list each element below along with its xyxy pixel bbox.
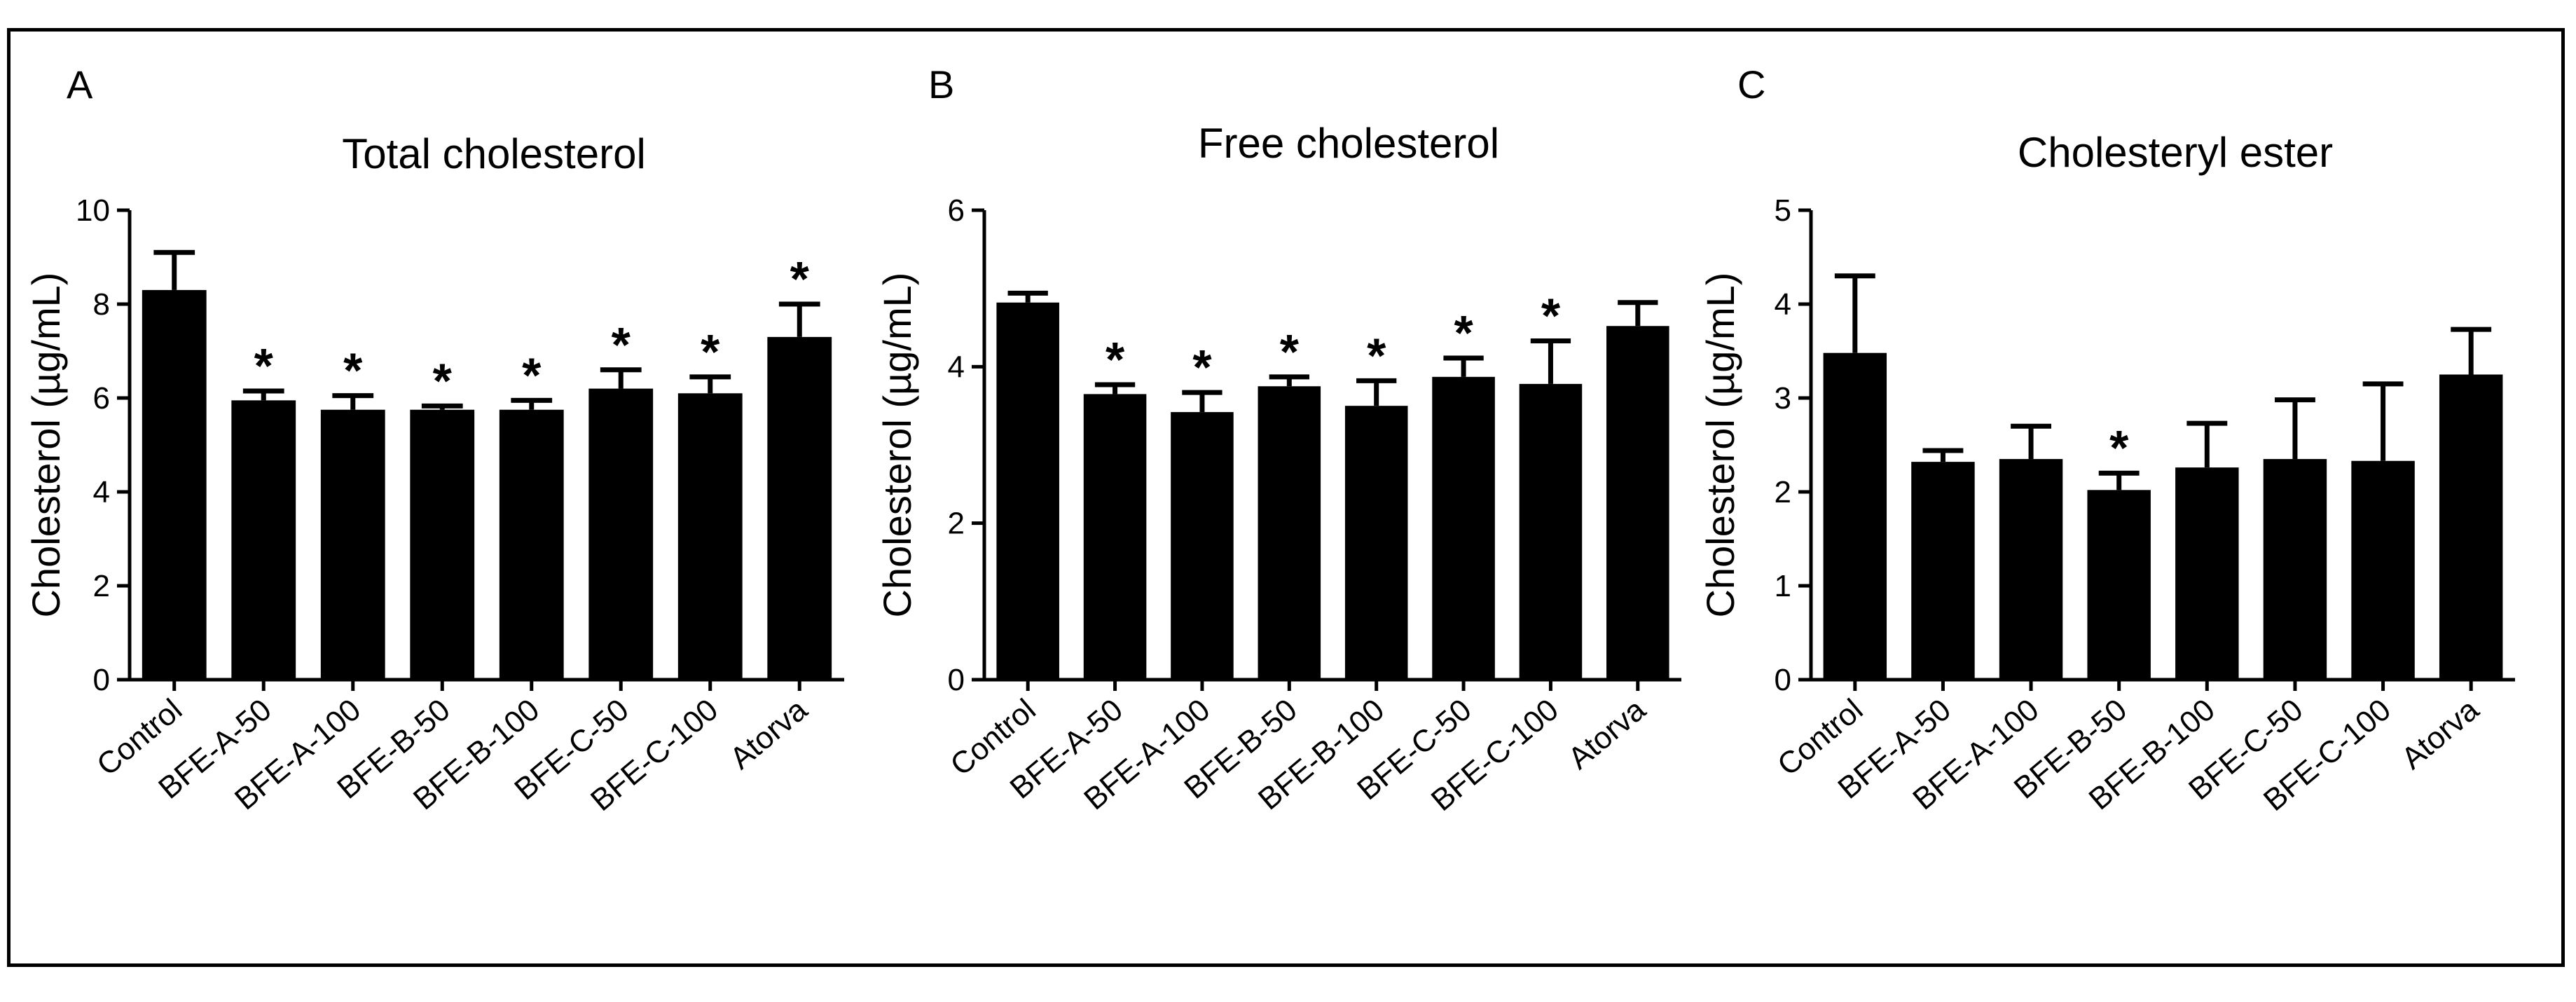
y-axis-label: Cholesterol (µg/mL) — [1698, 273, 1742, 618]
bar-bfe-c-50 — [588, 388, 654, 680]
bar-bfe-a-50 — [1083, 394, 1147, 680]
panel-letter: B — [928, 62, 954, 107]
bar-bfe-b-100 — [499, 409, 564, 680]
bar-bfe-b-50 — [1258, 386, 1321, 680]
bar-bfe-c-100 — [2351, 460, 2415, 680]
y-tick-label: 10 — [76, 193, 110, 228]
bar-control — [996, 302, 1059, 680]
bar-atorva — [2439, 374, 2503, 680]
significance-marker: * — [612, 317, 631, 372]
bar-bfe-a-100 — [1171, 412, 1234, 680]
y-axis-label: Cholesterol (µg/mL) — [24, 273, 68, 618]
significance-marker: * — [1367, 328, 1386, 383]
y-tick-label: 2 — [948, 507, 965, 541]
significance-marker: * — [1192, 340, 1212, 394]
y-axis-label: Cholesterol (µg/mL) — [875, 273, 919, 618]
significance-marker: * — [254, 338, 274, 393]
significance-marker: * — [790, 252, 810, 306]
y-tick-label: 6 — [93, 381, 110, 416]
panel-letter: A — [67, 62, 93, 107]
bar-bfe-a-50 — [1911, 462, 1975, 680]
y-tick-label: 4 — [948, 350, 965, 384]
bar-control — [142, 289, 207, 680]
significance-marker: * — [433, 353, 453, 408]
x-tick-label: Atorva — [1562, 692, 1652, 776]
significance-marker: * — [343, 343, 363, 398]
y-tick-label: 2 — [93, 569, 110, 603]
significance-marker: * — [701, 324, 720, 379]
chart-title: Cholesteryl ester — [2018, 129, 2333, 176]
y-tick-label: 0 — [948, 663, 965, 697]
y-tick-label: 8 — [93, 287, 110, 322]
significance-marker: * — [1280, 324, 1300, 379]
bar-bfe-a-100 — [1999, 459, 2063, 680]
y-tick-label: 0 — [93, 663, 110, 697]
y-tick-label: 6 — [948, 193, 965, 228]
y-tick-label: 1 — [1775, 569, 1791, 603]
y-tick-label: 5 — [1775, 193, 1791, 228]
bar-bfe-c-50 — [2263, 459, 2327, 680]
y-tick-label: 2 — [1775, 475, 1791, 509]
bar-bfe-a-100 — [320, 409, 385, 680]
significance-marker: * — [1454, 306, 1473, 360]
panel-letter: C — [1737, 62, 1765, 107]
bar-bfe-c-50 — [1432, 376, 1495, 680]
bar-atorva — [767, 336, 832, 680]
chart-panel-b: B Free cholesterol Cholesterol (µg/mL) 0 2 4 6… — [875, 62, 1681, 818]
significance-marker: * — [1541, 288, 1561, 343]
x-tick-label: Atorva — [2395, 692, 2486, 776]
significance-marker: * — [522, 348, 542, 402]
bar-bfe-b-100 — [1344, 406, 1408, 680]
chart-panel-c: C Cholesteryl ester Cholesterol (µg/mL) 0 1 2… — [1698, 62, 2515, 818]
y-tick-label: 0 — [1775, 663, 1791, 697]
bar-bfe-a-50 — [231, 400, 296, 680]
significance-marker: * — [1106, 332, 1125, 387]
y-tick-label: 4 — [1775, 287, 1791, 322]
chart-panel-a: A Total cholesterol Cholesterol (µg/mL) 0 2 4… — [24, 62, 844, 818]
bar-bfe-c-100 — [1519, 383, 1583, 680]
chart-title: Free cholesterol — [1198, 120, 1499, 167]
bar-atorva — [1606, 326, 1669, 680]
bar-bfe-c-100 — [677, 393, 743, 680]
bar-control — [1823, 352, 1887, 680]
bar-bfe-b-50 — [410, 409, 475, 680]
significance-marker: * — [2109, 420, 2129, 475]
y-tick-label: 3 — [1775, 381, 1791, 416]
bar-bfe-b-100 — [2175, 467, 2239, 680]
x-tick-label: Atorva — [724, 692, 814, 776]
bar-bfe-b-50 — [2087, 490, 2151, 680]
chart-title: Total cholesterol — [342, 130, 646, 177]
y-tick-label: 4 — [93, 475, 110, 509]
